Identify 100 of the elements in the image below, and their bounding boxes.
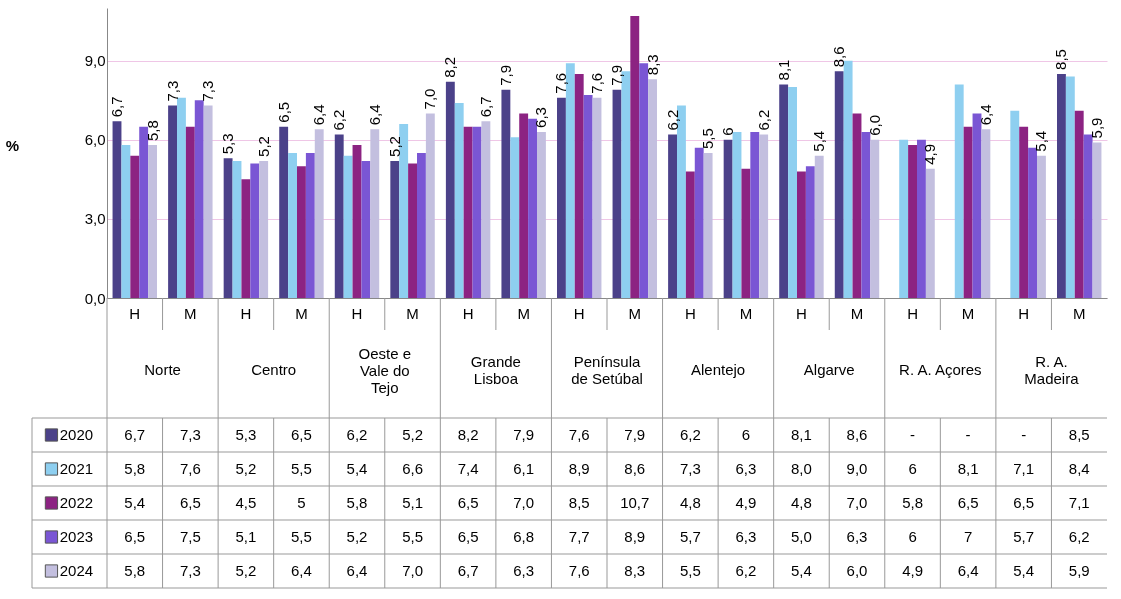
data-label: 7,5: [179, 528, 201, 545]
bar: [750, 131, 760, 298]
text: 6: [719, 127, 737, 136]
text: Oeste e Vale do Tejo: [358, 345, 412, 396]
bar: [232, 160, 242, 298]
data-label: 5,2: [235, 460, 257, 477]
bar: [870, 139, 880, 298]
bar: [703, 153, 713, 298]
x-tick-label: M: [1072, 305, 1086, 322]
y-tick-label: 9,0: [84, 52, 106, 70]
x-tick-label: M: [517, 305, 530, 322]
bar: [972, 113, 982, 298]
x-tick-label: H: [907, 305, 918, 322]
bar: [741, 168, 751, 298]
bar: [694, 147, 704, 298]
text: 7,9: [496, 64, 514, 86]
bar: [203, 105, 213, 298]
text: 5,4: [1032, 130, 1050, 152]
text: 6,5: [274, 101, 292, 123]
data-label: 7,4: [457, 460, 479, 477]
bar: [612, 89, 622, 298]
data-label: 8,6: [846, 426, 868, 443]
text: 8,1: [774, 59, 792, 81]
data-label: 5,5: [402, 528, 423, 545]
text: 6,3: [532, 107, 550, 128]
bar: [759, 134, 769, 298]
data-label: 4,8: [679, 494, 701, 511]
bar: [168, 105, 177, 298]
bar: [279, 126, 289, 298]
data-label: 6,2: [346, 426, 368, 443]
data-label: 7,0: [513, 494, 535, 511]
data-label: 7,0: [846, 494, 868, 511]
bar: [121, 145, 131, 298]
bar: [908, 145, 917, 298]
bar: [510, 137, 520, 298]
bar: [528, 118, 537, 298]
text: Norte: [144, 361, 181, 378]
data-label: 4,9: [902, 562, 923, 579]
x-tick-label: M: [184, 305, 197, 322]
x-tick-label: H: [684, 305, 696, 322]
data-label: 5,7: [679, 528, 701, 545]
data-label: 5,3: [235, 426, 257, 443]
data-label: 6,3: [735, 528, 757, 545]
bar: [899, 139, 909, 298]
y-tick-label: 3,0: [84, 210, 106, 228]
data-label: 7,6: [568, 562, 590, 579]
text: -: [910, 426, 916, 443]
bar: [1037, 155, 1046, 298]
bar: [537, 131, 546, 298]
text: 6,7: [108, 96, 125, 118]
data-label: 5,2: [346, 528, 368, 545]
bar: [861, 131, 871, 298]
data-label: 8,6: [624, 460, 646, 477]
data-label: 8,2: [457, 426, 479, 443]
text: -: [965, 426, 971, 443]
x-tick-label: H: [240, 305, 252, 322]
text: R. A. Madeira: [1024, 353, 1080, 387]
bar: [963, 126, 973, 298]
text: 4,9: [921, 143, 939, 165]
data-label: 7,3: [179, 426, 201, 443]
text: 7,0: [421, 88, 439, 110]
bar: [917, 139, 926, 298]
data-label: 7,6: [568, 426, 590, 443]
bar: [148, 145, 157, 298]
data-label: 6,5: [457, 528, 479, 545]
bar: [805, 166, 815, 298]
data-label: 6,3: [513, 562, 535, 579]
x-tick-label: H: [351, 305, 363, 322]
data-label: 4,5: [235, 494, 257, 511]
bar: [852, 113, 862, 298]
bar: [779, 84, 789, 298]
bar: [797, 171, 806, 298]
legend-label: 2024: [59, 562, 94, 579]
y-axis-title: %: [5, 136, 20, 154]
data-label: 6,8: [513, 528, 535, 545]
text: 5,2: [254, 136, 272, 157]
text: 8,6: [830, 46, 848, 68]
y-tick-label: 6,0: [84, 131, 106, 149]
data-label: 6,6: [402, 460, 423, 477]
x-tick-label: M: [295, 305, 308, 322]
text: Alentejo: [691, 361, 746, 378]
bar: [723, 139, 733, 298]
data-label: 8,9: [568, 460, 590, 477]
bar: [648, 79, 657, 298]
bar: [630, 15, 640, 298]
data-label: 6,5: [457, 494, 479, 511]
bar: [583, 95, 593, 298]
bar: [139, 126, 149, 298]
data-label: 6: [741, 426, 751, 443]
legend-label: 2023: [59, 528, 94, 545]
bar: [425, 113, 435, 298]
data-label: 6,0: [846, 562, 868, 579]
text: Grande Lisboa: [470, 353, 521, 387]
x-tick-label: H: [573, 305, 585, 322]
x-tick-label: M: [406, 305, 419, 322]
bar: [1057, 73, 1066, 298]
bar: [223, 158, 233, 298]
data-label: 8,0: [791, 460, 812, 477]
text: 7,3: [163, 80, 181, 102]
text: 8,2: [441, 56, 459, 78]
